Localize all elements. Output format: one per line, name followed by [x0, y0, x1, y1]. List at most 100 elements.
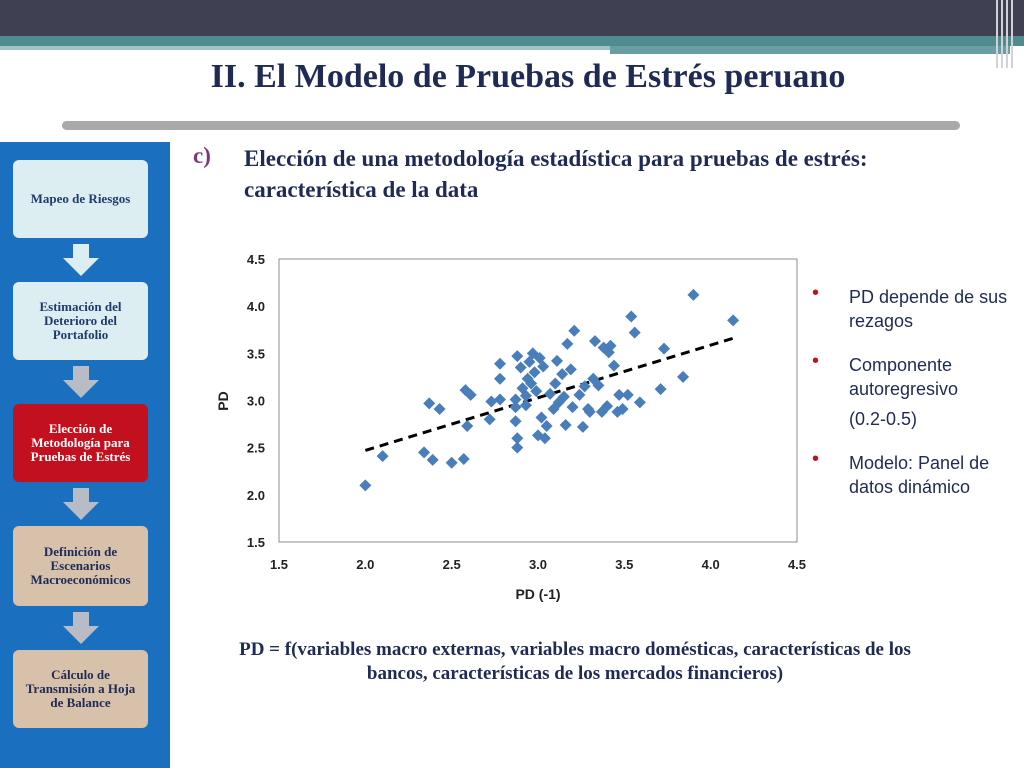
y-tick-label: 2.5	[247, 441, 265, 456]
data-point	[494, 372, 507, 385]
data-point	[578, 380, 591, 393]
data-point	[521, 372, 534, 385]
corner-stripes	[996, 0, 1014, 68]
arrow-down-icon	[63, 366, 99, 398]
bullet-dot-icon: •	[812, 282, 820, 304]
data-point	[601, 400, 614, 413]
data-point	[573, 388, 586, 401]
bullet-text: PD depende de sus rezagos	[849, 287, 1008, 331]
data-point	[588, 335, 601, 348]
data-point	[566, 401, 579, 414]
bullet-text: Componente autoregresivo	[849, 355, 959, 399]
data-point	[433, 402, 446, 415]
data-point	[459, 384, 472, 397]
bullet-extra: (0.2-0.5)	[849, 409, 918, 429]
model-formula: PD = f(variables macro externas, variabl…	[239, 639, 911, 684]
data-point	[523, 355, 536, 368]
data-point	[461, 419, 474, 432]
data-point	[613, 388, 626, 401]
data-point	[418, 446, 431, 459]
trend-line	[364, 335, 738, 452]
step-definicion-escenarios[interactable]: Definición de Escenarios Macroeconómicos	[13, 526, 148, 606]
y-tick-label: 4.0	[247, 299, 265, 314]
data-point	[485, 395, 498, 408]
title-divider	[62, 121, 960, 130]
data-point	[511, 432, 524, 445]
data-point	[426, 453, 439, 466]
data-point	[628, 326, 641, 339]
data-point	[568, 324, 581, 337]
data-point	[519, 389, 532, 402]
data-point	[559, 419, 572, 432]
data-point	[511, 350, 524, 363]
data-point	[633, 396, 646, 409]
step-estimacion-deterioro[interactable]: Estimación del Deterioro del Portafolio	[13, 282, 148, 360]
data-point	[556, 368, 569, 381]
data-point	[509, 415, 522, 428]
step-eleccion-metodologia[interactable]: Elección de Metodología para Pruebas de …	[13, 404, 148, 482]
data-point	[494, 357, 507, 370]
top-accent-bar-right	[610, 46, 1010, 54]
data-point	[525, 377, 538, 390]
plot-area	[278, 258, 798, 543]
y-tick-label: 2.0	[247, 488, 265, 503]
data-point	[549, 377, 562, 390]
x-tick-label: 3.5	[615, 557, 633, 572]
arrow-down-icon	[63, 244, 99, 276]
data-point	[564, 363, 577, 376]
data-point	[537, 360, 550, 373]
data-point	[561, 337, 574, 350]
data-point	[654, 383, 667, 396]
data-point	[359, 479, 372, 492]
data-point	[616, 402, 629, 415]
y-tick-label: 3.5	[247, 346, 265, 361]
data-point	[445, 456, 458, 469]
data-point	[494, 393, 507, 406]
step-mapeo-riesgos[interactable]: Mapeo de Riesgos	[13, 160, 148, 238]
subheading-letter: c)	[193, 143, 211, 168]
data-point	[533, 352, 546, 365]
data-point	[483, 413, 496, 426]
top-banner	[0, 0, 1024, 36]
data-point	[592, 379, 605, 392]
data-point	[423, 397, 436, 410]
data-point	[583, 405, 596, 418]
data-point	[530, 385, 543, 398]
arrow-down-icon	[63, 488, 99, 520]
data-point	[658, 342, 671, 355]
x-tick-label: 4.0	[702, 557, 720, 572]
bullet-dot-icon: •	[812, 448, 820, 470]
subheading: Elección de una metodología estadística …	[244, 146, 868, 202]
x-axis-label: PD (-1)	[515, 586, 560, 602]
top-accent-line	[0, 46, 610, 50]
data-point	[514, 361, 527, 374]
data-point	[511, 441, 524, 454]
x-tick-label: 2.0	[356, 557, 374, 572]
bullet-list: • PD depende de sus rezagos • Componente a…	[812, 282, 1012, 519]
top-accent-bar	[0, 36, 1024, 46]
data-point	[544, 387, 557, 400]
data-point	[540, 419, 553, 432]
data-point	[547, 402, 560, 415]
y-tick-label: 3.0	[247, 394, 265, 409]
slide-title: II. El Modelo de Pruebas de Estrés perua…	[210, 58, 846, 95]
data-point	[535, 411, 548, 424]
step-calculo-transmision[interactable]: Cálculo de Transmisión a Hoja de Balance	[13, 650, 148, 728]
x-tick-label: 2.5	[443, 557, 461, 572]
bullet-item: • Componente autoregresivo (0.2-0.5)	[812, 350, 1012, 431]
arrow-down-icon	[63, 612, 99, 644]
data-point	[519, 399, 532, 412]
scatter-chart: 1.5 2.0 2.5 3.0 3.5 4.0 4.5 1.5 2.0 2.5 3.0 3.5 4.0…	[215, 252, 806, 602]
data-point	[538, 432, 551, 445]
y-tick-label: 1.5	[247, 535, 265, 550]
data-point	[557, 390, 570, 403]
x-tick-label: 4.5	[788, 557, 806, 572]
y-tick-label: 4.5	[247, 252, 265, 267]
bullet-dot-icon: •	[812, 350, 820, 372]
data-point	[687, 288, 700, 301]
data-point	[625, 310, 638, 323]
data-point	[526, 347, 539, 360]
data-point	[550, 354, 563, 367]
data-point	[457, 452, 470, 465]
bullet-item: • Modelo: Panel de datos dinámico	[812, 448, 1012, 499]
